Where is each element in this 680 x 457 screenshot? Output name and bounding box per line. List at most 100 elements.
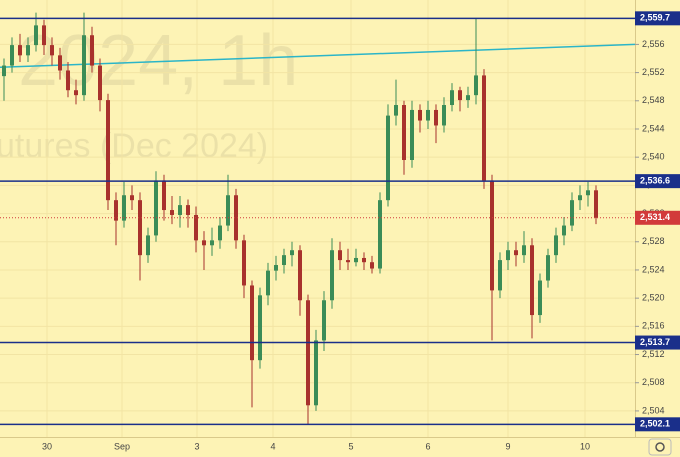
candle-body [562, 225, 566, 236]
candle-body [578, 195, 582, 201]
level-label: 2,536.6 [640, 176, 670, 186]
candle-body [122, 195, 126, 221]
candle-body [282, 255, 286, 266]
candle-body [482, 75, 486, 181]
candle-body [90, 35, 94, 66]
settings-button[interactable] [648, 438, 672, 456]
level-label: 2,559.7 [640, 13, 670, 23]
candle-body [194, 214, 198, 241]
candle-body [466, 95, 470, 101]
x-tick-label: 6 [425, 441, 430, 451]
level-box [635, 11, 680, 26]
y-tick-label: 2,556 [642, 39, 665, 49]
candle-body [130, 195, 134, 201]
candle-body [154, 180, 158, 236]
watermark: utures (Dec 2024) [0, 127, 268, 165]
candle-body [322, 300, 326, 341]
candle-body [490, 180, 494, 291]
candle-body [226, 195, 230, 226]
candle-body [370, 262, 374, 269]
level-label: 2,513.7 [640, 337, 670, 347]
candle-body [514, 250, 518, 256]
y-tick-label: 2,528 [642, 236, 665, 246]
y-tick-label: 2,504 [642, 405, 665, 415]
candle-body [178, 205, 182, 215]
candle-body [362, 257, 366, 263]
candle-body [522, 245, 526, 256]
candle-body [402, 105, 406, 160]
y-tick-label: 2,520 [642, 293, 665, 303]
candle-body [530, 245, 534, 316]
candle-body [66, 70, 70, 91]
x-tick-label: 5 [348, 441, 353, 451]
candle-body [170, 210, 174, 215]
candle-body [26, 45, 30, 56]
candle-body [546, 255, 550, 281]
candle-body [234, 195, 238, 241]
candle-body [450, 90, 454, 106]
level-box [635, 174, 680, 189]
candle-body [138, 200, 142, 256]
candle-body [506, 250, 510, 261]
candle-body [10, 45, 14, 66]
y-tick-label: 2,544 [642, 123, 665, 133]
settings-icon[interactable] [655, 442, 665, 452]
candle-body [346, 260, 350, 263]
candle-body [210, 240, 214, 246]
candle-body [202, 240, 206, 246]
x-tick-label: 4 [270, 441, 275, 451]
candle-body [458, 90, 462, 101]
candle-body [34, 25, 38, 46]
candle-body [586, 190, 590, 196]
candle-body [570, 200, 574, 226]
candle-body [266, 270, 270, 296]
y-tick-label: 2,540 [642, 152, 665, 162]
level-box [635, 417, 680, 432]
candle-body [394, 105, 398, 116]
y-tick-label: 2,552 [642, 67, 665, 77]
candle-body [330, 250, 334, 301]
candle-body [314, 340, 318, 406]
candle-body [258, 295, 262, 361]
candle-body [354, 257, 358, 263]
candle-body [50, 45, 54, 56]
candle-body [594, 190, 598, 218]
candle-body [114, 200, 118, 221]
candle-body [146, 235, 150, 256]
candle-body [386, 115, 390, 201]
candle-body [554, 235, 558, 256]
candle-body [338, 250, 342, 261]
y-tick-label: 2,508 [642, 377, 665, 387]
candle-body [274, 265, 278, 271]
x-tick-label: 10 [580, 441, 590, 451]
y-tick-label: 2,548 [642, 95, 665, 105]
candle-body [538, 280, 542, 316]
candle-body [418, 109, 422, 121]
candle-body [98, 65, 102, 101]
candle-body [42, 25, 46, 46]
candle-body [498, 260, 502, 291]
last-price-label: 2,531.4 [640, 212, 670, 222]
candle-body [250, 285, 254, 361]
candle-body [18, 45, 22, 56]
candle-body [442, 105, 446, 126]
candle-body [426, 109, 430, 121]
last-price-box [635, 210, 680, 225]
x-tick-label: 9 [505, 441, 510, 451]
candle-body [298, 250, 302, 301]
candle-body [162, 180, 166, 211]
x-tick-label: 3 [194, 441, 199, 451]
y-tick-label: 2,524 [642, 264, 665, 274]
candle-body [2, 65, 6, 77]
level-label: 2,502.1 [640, 419, 670, 429]
x-tick-label: 30 [42, 441, 52, 451]
candle-body [74, 90, 78, 96]
candle-body [218, 225, 222, 241]
y-tick-label: 2,516 [642, 321, 665, 331]
candle-body [186, 205, 190, 215]
candle-body [474, 75, 478, 96]
candle-body [410, 109, 414, 160]
candle-body [434, 109, 438, 126]
